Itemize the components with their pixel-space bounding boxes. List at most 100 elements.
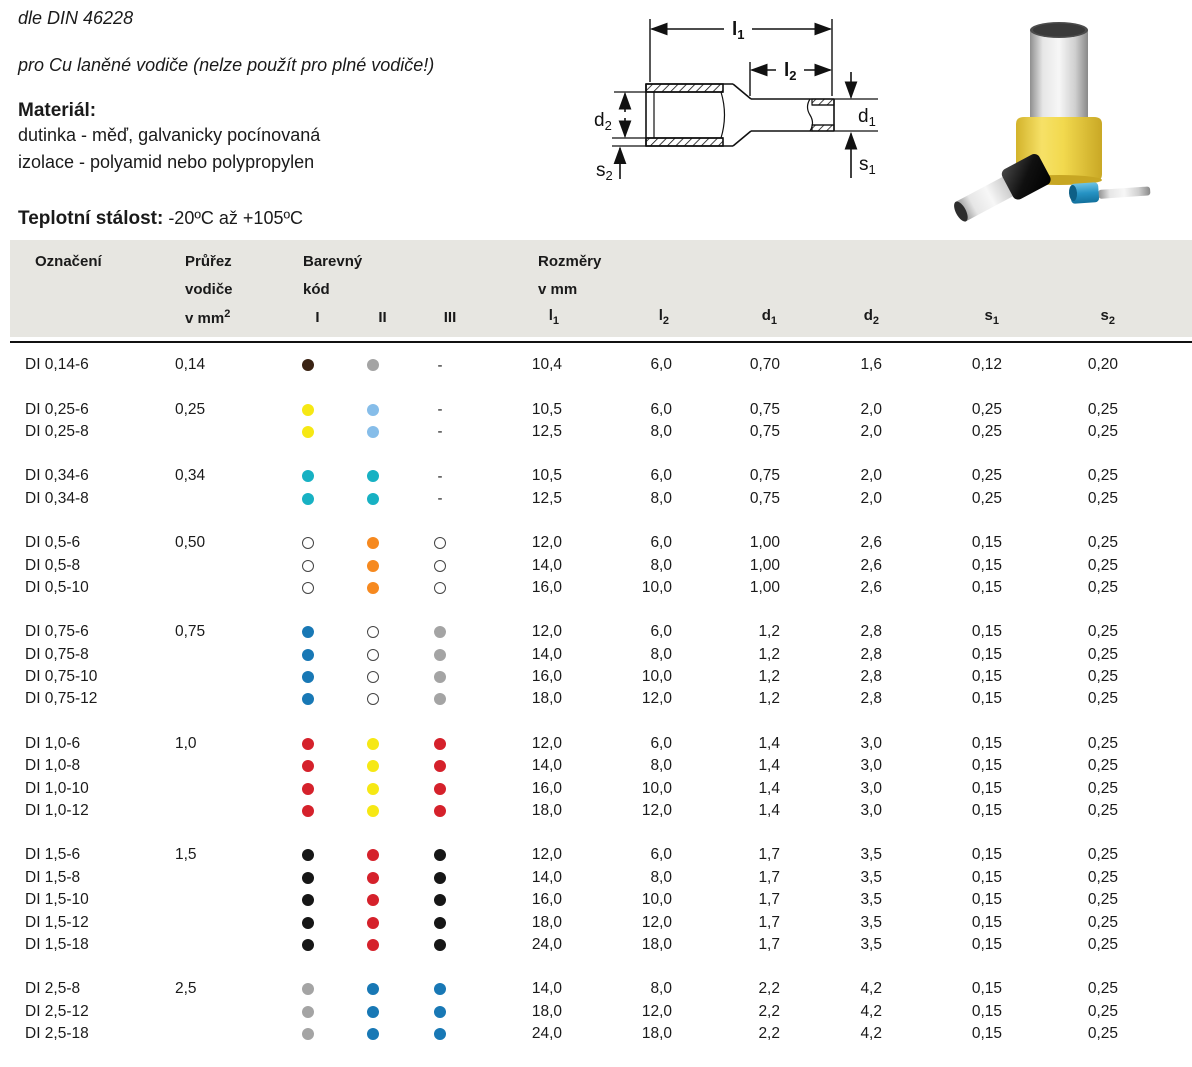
row-designation: DI 1,5-6 xyxy=(25,846,81,864)
table-group: DI 0,5-6 0,50 12,0 6,0 1,00 2,6 0,15 0,25 DI 0,5… xyxy=(0,532,1192,599)
table-header-line-2: vodiče kód v mm xyxy=(10,275,1192,303)
row-designation: DI 0,5-8 xyxy=(25,556,81,574)
dim-value: 12,0 xyxy=(531,734,562,752)
col-header-cross-section-2: vodiče xyxy=(185,280,233,298)
dim-value: 2,2 xyxy=(758,980,780,998)
dim-value: 0,25 xyxy=(1087,868,1118,886)
ferrule-cross-section xyxy=(645,83,835,147)
dim-value: 1,4 xyxy=(758,757,780,775)
gray-color-dot xyxy=(434,648,446,661)
dim-value: 12,0 xyxy=(641,690,672,708)
row-cross-section: 2,5 xyxy=(175,980,197,998)
dim-value: 12,5 xyxy=(531,489,562,507)
blue-color-dot xyxy=(301,671,314,684)
dim-value: 0,25 xyxy=(971,489,1002,507)
dim-value: 18,0 xyxy=(641,1025,672,1043)
black-color-dot xyxy=(434,871,446,884)
dim-value: 3,0 xyxy=(860,734,882,752)
color-code-cell-II xyxy=(340,1005,405,1018)
table-row: DI 0,34-8 - 12,5 8,0 0,75 2,0 0,25 0,25 xyxy=(0,488,1192,510)
color-code-cell-I xyxy=(275,939,340,951)
color-code-cell-II xyxy=(340,581,405,594)
material-line-1: dutinka - měď, galvanicky pocínovaná xyxy=(18,125,321,145)
color-code-cell-I xyxy=(275,492,340,505)
row-designation: DI 1,5-8 xyxy=(25,868,81,886)
dim-value: 12,0 xyxy=(641,1002,672,1020)
color-code-cell-III xyxy=(405,983,475,996)
dim-value: 0,15 xyxy=(971,802,1002,820)
dim-value: 2,8 xyxy=(860,690,882,708)
svg-text:l1: l1 xyxy=(732,19,745,42)
color-code-cell-III xyxy=(405,737,475,750)
dim-value: 12,0 xyxy=(531,534,562,552)
color-code-cell-II xyxy=(340,425,405,438)
dim-value: 3,0 xyxy=(860,802,882,820)
red-color-dot xyxy=(434,737,446,750)
col-header-designation: Označení xyxy=(35,252,102,270)
color-code-cell-I xyxy=(275,581,340,594)
dim-value: 2,0 xyxy=(860,489,882,507)
color-code-cell-II xyxy=(340,871,405,884)
row-cross-section: 0,34 xyxy=(175,467,206,485)
red-color-dot xyxy=(434,805,446,818)
dim-value: 6,0 xyxy=(650,467,672,485)
datasheet-page: { "intro": { "standard": "dle DIN 46228"… xyxy=(0,8,1192,1043)
dim-value: 0,25 xyxy=(1087,802,1118,820)
table-row: DI 0,5-8 14,0 8,0 1,00 2,6 0,15 0,25 xyxy=(0,554,1192,576)
row-designation: DI 0,34-8 xyxy=(25,489,89,507)
row-designation: DI 0,75-6 xyxy=(25,623,89,641)
yellow-color-dot xyxy=(366,760,379,773)
dim-value: 3,5 xyxy=(860,868,882,886)
row-designation: DI 1,0-12 xyxy=(25,802,89,820)
color-code-cell-I xyxy=(275,425,340,438)
color-code-cell-III xyxy=(405,648,475,661)
gray-color-dot xyxy=(366,359,379,372)
color-code-cell-II xyxy=(340,537,405,550)
dim-value: 0,15 xyxy=(971,779,1002,797)
table-row: DI 0,25-6 0,25 - 10,5 6,0 0,75 2,0 0,25 0,25 xyxy=(0,398,1192,420)
blue-color-dot xyxy=(434,1005,446,1018)
row-cross-section: 0,75 xyxy=(175,623,206,641)
dim-value: 0,25 xyxy=(1087,779,1118,797)
svg-text:l2: l2 xyxy=(784,60,797,83)
dim-value: 8,0 xyxy=(650,489,672,507)
color-code-cell-I xyxy=(275,693,340,706)
dim-value: 6,0 xyxy=(650,400,672,418)
dim-value: 3,5 xyxy=(860,846,882,864)
col-header-dimensions: Rozměry xyxy=(538,252,602,270)
black-color-dot xyxy=(301,849,314,862)
row-designation: DI 1,0-8 xyxy=(25,757,81,775)
gray-color-dot xyxy=(301,1028,314,1041)
yellow-color-dot xyxy=(301,403,314,416)
dim-value: 4,2 xyxy=(860,980,882,998)
dim-value: 14,0 xyxy=(531,556,562,574)
row-cross-section: 1,0 xyxy=(175,734,197,752)
row-cross-section: 0,14 xyxy=(175,356,206,374)
brown-color-dot xyxy=(301,359,314,372)
table-row: DI 2,5-8 2,5 14,0 8,0 2,2 4,2 0,15 0,25 xyxy=(0,978,1192,1000)
row-designation: DI 1,5-10 xyxy=(25,891,89,909)
color-code-cell-I xyxy=(275,671,340,684)
dim-value: 18,0 xyxy=(531,913,562,931)
color-code-cell-II xyxy=(340,626,405,639)
dim-d2: d2 xyxy=(594,91,646,139)
white-color-dot xyxy=(434,559,446,572)
dim-value: 0,25 xyxy=(1087,690,1118,708)
color-code-cell-I xyxy=(275,1028,340,1041)
color-code-cell-I xyxy=(275,871,340,884)
col-header-l2: l2 xyxy=(658,307,669,327)
dim-value: 6,0 xyxy=(650,623,672,641)
dim-value: 18,0 xyxy=(641,936,672,953)
red-color-dot xyxy=(301,737,314,750)
table-group: DI 0,25-6 0,25-10,5 6,0 0,75 2,0 0,25 0,25 DI 0… xyxy=(0,398,1192,443)
dim-value: 3,0 xyxy=(860,757,882,775)
color-code-cell-I xyxy=(275,916,340,929)
dim-value: 0,15 xyxy=(971,623,1002,641)
dim-value: 0,25 xyxy=(1087,556,1118,574)
row-designation: DI 0,75-10 xyxy=(25,668,98,686)
col-header-s2: s2 xyxy=(1100,307,1115,327)
dim-value: 0,25 xyxy=(971,422,1002,440)
white-color-dot xyxy=(366,671,379,684)
color-code-cell-II xyxy=(340,648,405,661)
table-row: DI 0,75-6 0,75 12,0 6,0 1,2 2,8 0,15 0,25 xyxy=(0,621,1192,643)
